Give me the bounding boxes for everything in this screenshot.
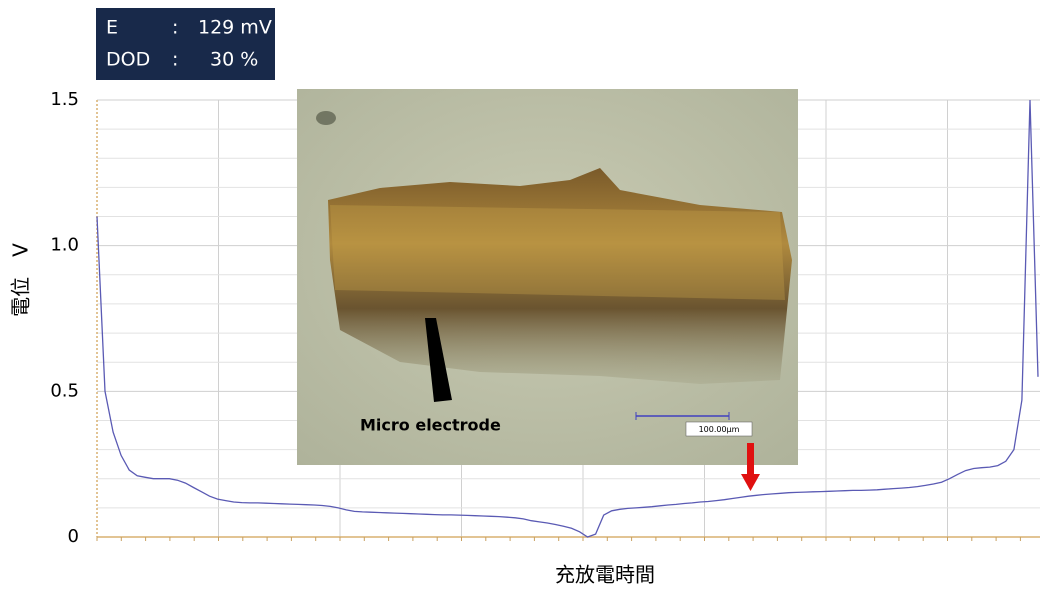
photo-speck — [316, 111, 336, 125]
photo-sample — [328, 168, 792, 384]
red-arrow — [741, 443, 760, 491]
readout-background — [96, 8, 275, 80]
arrow-shaft — [747, 443, 754, 475]
readout-colon: : — [172, 17, 178, 39]
readout-box: E : 129 mV DOD : 30 % — [96, 8, 275, 80]
x-axis-title: 充放電時間 — [555, 563, 655, 587]
y-tick-label: 0.5 — [50, 380, 79, 401]
scale-bar-box — [685, 421, 753, 437]
readout-label: DOD — [106, 49, 150, 71]
y-axis-title: 電位 V — [9, 243, 33, 317]
y-tick-label: 1.5 — [50, 89, 79, 110]
inset-photo: Micro electrode 100.00μm — [297, 89, 798, 465]
y-tick-label: 1.0 — [50, 235, 79, 256]
scale-bar-label: 100.00μm — [699, 425, 740, 434]
readout-label: E — [106, 17, 118, 39]
readout-value: 129 mV — [198, 17, 272, 39]
arrow-head — [741, 474, 760, 491]
inset-label: Micro electrode — [360, 416, 501, 435]
readout-value: 30 % — [210, 49, 258, 71]
photo-highlight — [330, 205, 785, 300]
y-tick-label: 0 — [68, 526, 79, 547]
pointer — [425, 318, 452, 402]
readout-colon: : — [172, 49, 178, 71]
data-line — [96, 99, 1039, 538]
